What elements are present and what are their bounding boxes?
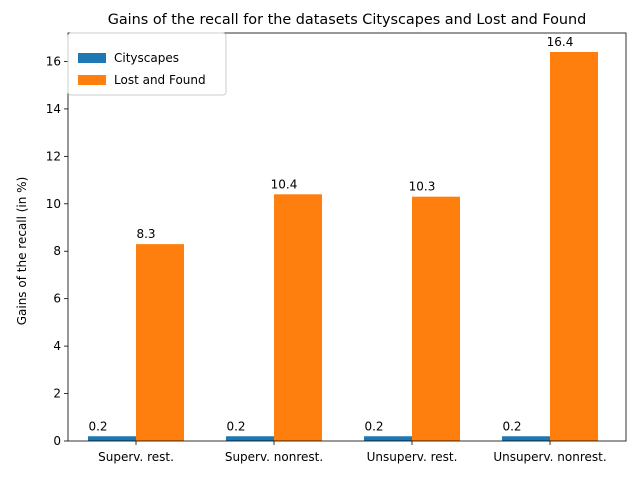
x-axis-ticks: Superv. rest. Superv. nonrest. Unsuperv. r… — [98, 441, 607, 464]
y-axis-ticks: 0 2 4 6 8 10 12 14 16 — [46, 54, 68, 448]
x-tick-label-superv-nonrest: Superv. nonrest. — [225, 450, 323, 464]
y-tick-label: 0 — [53, 434, 61, 448]
y-tick-label: 4 — [53, 339, 61, 353]
data-label-lost-and-found-superv-rest: 8.3 — [136, 227, 155, 241]
data-label-lost-and-found-superv-nonrest: 10.4 — [271, 177, 298, 191]
y-tick-label: 14 — [46, 102, 61, 116]
data-label-cityscapes-superv-nonrest: 0.2 — [226, 419, 245, 433]
plot-frame — [67, 32, 627, 442]
bar-labels-group: 0.2 0.2 0.2 0.2 8.3 10.4 10.3 16.4 — [88, 35, 573, 433]
data-label-cityscapes-superv-rest: 0.2 — [88, 419, 107, 433]
bar-lost-and-found-unsuperv-rest — [412, 196, 460, 441]
y-tick-label: 2 — [53, 387, 61, 401]
chart-title: Gains of the recall for the datasets Cit… — [108, 12, 587, 28]
bar-cityscapes-unsuperv-nonrest — [502, 436, 550, 441]
bar-cityscapes-superv-nonrest — [226, 436, 274, 441]
x-tick-label-unsuperv-rest: Unsuperv. rest. — [367, 450, 458, 464]
bar-cityscapes-unsuperv-rest — [364, 436, 412, 441]
y-tick-label: 12 — [46, 149, 61, 163]
bar-cityscapes-superv-rest — [88, 436, 136, 441]
y-axis-title: Gains of the recall (in %) — [15, 177, 29, 326]
legend: Cityscapes Lost and Found — [67, 32, 227, 96]
data-label-cityscapes-unsuperv-rest: 0.2 — [364, 419, 383, 433]
y-tick-label: 6 — [53, 292, 61, 306]
legend-swatch-cityscapes — [78, 53, 106, 63]
bar-lost-and-found-superv-nonrest — [274, 194, 322, 441]
data-label-lost-and-found-unsuperv-rest: 10.3 — [409, 180, 436, 194]
data-label-lost-and-found-unsuperv-nonrest: 16.4 — [547, 35, 574, 49]
legend-label-cityscapes: Cityscapes — [114, 51, 179, 65]
y-tick-label: 8 — [53, 244, 61, 258]
y-tick-label: 16 — [46, 54, 61, 68]
legend-label-lost-and-found: Lost and Found — [114, 73, 206, 87]
bar-lost-and-found-superv-rest — [136, 244, 184, 441]
bars-group — [88, 51, 598, 441]
y-tick-label: 10 — [46, 197, 61, 211]
x-tick-label-unsuperv-nonrest: Unsuperv. nonrest. — [493, 450, 606, 464]
data-label-cityscapes-unsuperv-nonrest: 0.2 — [502, 419, 521, 433]
legend-box — [67, 32, 227, 96]
x-tick-label-superv-rest: Superv. rest. — [98, 450, 174, 464]
bar-lost-and-found-unsuperv-nonrest — [550, 51, 598, 441]
legend-swatch-lost-and-found — [78, 75, 106, 85]
